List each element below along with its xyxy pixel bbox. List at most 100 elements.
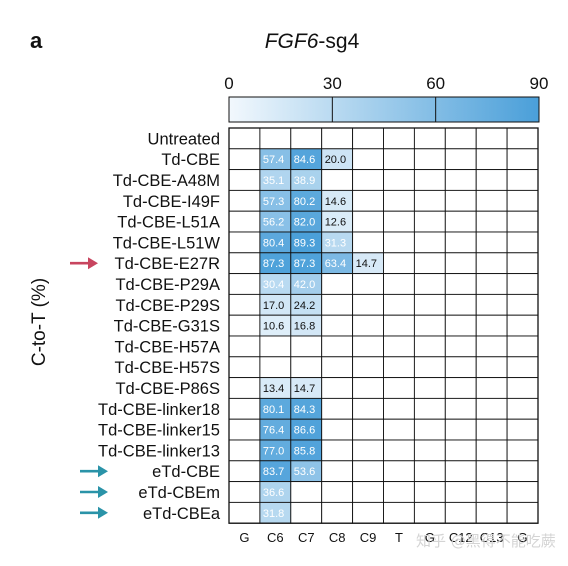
row-label: Td-CBE (161, 151, 220, 169)
heatmap-cell (413, 418, 446, 441)
heatmap-cell (228, 335, 261, 358)
heatmap-cell (444, 460, 477, 483)
arrow-head (88, 257, 98, 270)
heatmap-cell (475, 314, 508, 337)
row-label: Td-CBE-E27R (115, 255, 221, 273)
cell-value-label: 63.4 (325, 258, 346, 270)
heatmap-cell (413, 501, 446, 524)
heatmap-cell (321, 356, 354, 379)
heatmap-cell (352, 377, 384, 399)
heatmap-cell (228, 377, 261, 399)
cell-value-label: 77.0 (263, 445, 284, 457)
column-label: G (239, 530, 249, 545)
heatmap-cell (321, 501, 354, 524)
heatmap-cell (506, 460, 539, 483)
heatmap-cell (444, 273, 477, 295)
heatmap-cell (444, 293, 477, 316)
heatmap-cell (444, 377, 477, 399)
heatmap-cell (444, 231, 477, 254)
cell-value-label: 35.1 (263, 175, 284, 187)
heatmap-cell (413, 231, 446, 254)
row-label: eTd-CBE (152, 463, 220, 481)
heatmap-cell (506, 397, 539, 420)
heatmap-cell (228, 273, 261, 295)
column-labels: G C6 C7 C8 C9 T G C12 C13 G (239, 530, 527, 545)
heatmap-cell (228, 293, 261, 316)
heatmap-cell (352, 314, 384, 337)
heatmap-cell (506, 210, 539, 233)
row-markers (70, 257, 108, 519)
heatmap-cell (383, 148, 415, 171)
heatmap-cell (413, 293, 446, 316)
heatmap-cell (506, 501, 539, 524)
chart-title-gene: FGF6 (264, 30, 319, 53)
colorbar: 0 30 60 90 (224, 74, 548, 123)
cell-value-label: 87.3 (294, 258, 315, 270)
heatmap-cell (444, 356, 477, 379)
heatmap-cell (444, 189, 477, 212)
heatmap-cell (321, 397, 354, 420)
row-label: Td-CBE-G31S (114, 318, 220, 336)
colorbar-gradient (228, 96, 540, 123)
heatmap-cell (383, 481, 415, 503)
cell-value-label: 57.3 (263, 196, 284, 208)
heatmap-cell (352, 210, 384, 233)
cell-value-label: 42.0 (294, 279, 315, 291)
heatmap-cell (321, 418, 354, 441)
heatmap-cell (413, 335, 446, 358)
heatmap-cell (475, 418, 508, 441)
heatmap-cell (506, 148, 539, 171)
cell-value-label: 12.6 (325, 217, 346, 229)
colorbar-tick-label: 60 (426, 74, 445, 93)
cell-value-label: 20.0 (325, 154, 346, 166)
cell-value-label: 36.6 (263, 487, 284, 499)
heatmap-cell (413, 397, 446, 420)
heatmap-cell (506, 314, 539, 337)
cell-value-label: 53.6 (294, 466, 315, 478)
colorbar-tick-label: 0 (224, 74, 233, 93)
heatmap-cell (413, 252, 446, 275)
heatmap-cell (506, 293, 539, 316)
heatmap-cell (413, 189, 446, 212)
row-label: Td-CBE-P29S (115, 297, 220, 315)
heatmap-cells: 57.4 84.6 20.0 35.1 38.9 57.3 80.2 14.6 56.2 82.0… (228, 127, 539, 524)
row-label: Untreated (148, 130, 220, 148)
column-label: G (425, 530, 435, 545)
cell-value-label: 17.0 (263, 300, 284, 312)
row-label: Td-CBE-A48M (113, 172, 220, 190)
row-label: eTd-CBEa (143, 505, 221, 523)
heatmap-cell (352, 148, 384, 171)
cell-value-label: 80.4 (263, 237, 284, 249)
heatmap-cell (383, 460, 415, 483)
heatmap-cell (413, 356, 446, 379)
heatmap-cell (475, 397, 508, 420)
heatmap-cell (228, 252, 261, 275)
heatmap-cell (475, 273, 508, 295)
heatmap-cell (475, 231, 508, 254)
heatmap-cell (383, 273, 415, 295)
heatmap-cell (413, 210, 446, 233)
heatmap-cell (475, 252, 508, 275)
heatmap-cell (290, 481, 323, 503)
heatmap-cell (352, 439, 384, 462)
heatmap-cell (413, 481, 446, 503)
heatmap-cell (352, 481, 384, 503)
heatmap-cell (444, 148, 477, 171)
cell-value-label: 14.7 (294, 383, 315, 395)
heatmap-cell (506, 231, 539, 254)
row-label: Td-CBE-P29A (115, 276, 220, 294)
cell-value-label: 76.4 (263, 425, 284, 437)
heatmap-cell (475, 210, 508, 233)
heatmap-cell (413, 460, 446, 483)
cell-value-label: 10.6 (263, 321, 284, 333)
heatmap-cell (383, 377, 415, 399)
heatmap-cell (413, 439, 446, 462)
heatmap-cell (228, 148, 261, 171)
cell-value-label: 84.3 (294, 404, 315, 416)
column-label: C7 (298, 530, 315, 545)
row-label: Td-CBE-H57A (115, 338, 220, 356)
row-labels: Untreated Td-CBE Td-CBE-A48M Td-CBE-I49F Td-… (98, 130, 221, 522)
heatmap-cell (321, 481, 354, 503)
heatmap-cell (352, 460, 384, 483)
heatmap-cell (321, 169, 354, 191)
